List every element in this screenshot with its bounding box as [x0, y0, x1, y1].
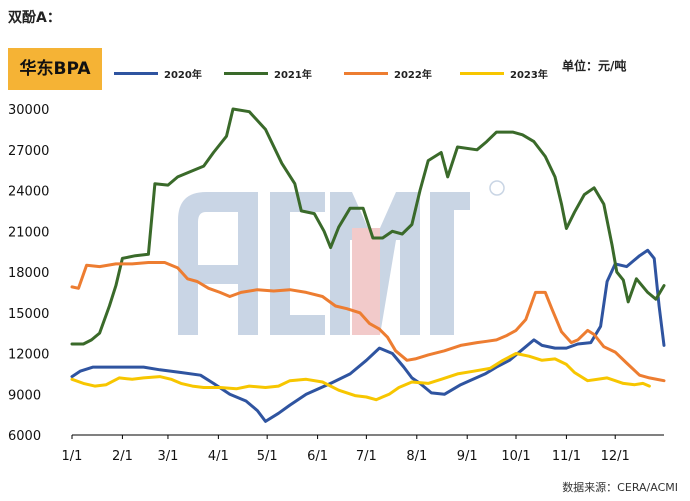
source-note: 数据来源：CERA/ACMI	[562, 481, 678, 494]
watermark-letter-c	[270, 192, 325, 335]
acmi-watermark	[178, 180, 505, 335]
legend-item-2022: 2022年	[344, 66, 432, 81]
chart-series	[70, 107, 666, 423]
legend-label-2020: 2020年	[164, 69, 202, 81]
x-tick-label: 2/1	[112, 449, 133, 464]
series-line-2022年	[70, 261, 666, 383]
legend-label-2023: 2023年	[510, 69, 548, 81]
series-line-2021年	[70, 107, 666, 346]
legend-swatch-2021	[224, 71, 268, 75]
unit-label: 单位：元/吨	[562, 59, 627, 73]
x-tick-label: 8/1	[406, 449, 427, 464]
watermark-letter-a	[178, 192, 258, 335]
chart-axes: 6000 9000 12000 15000 18000 21000 24000 27000 30…	[8, 103, 664, 464]
y-tick-label: 27000	[8, 144, 49, 159]
x-tick-label: 4/1	[208, 449, 229, 464]
series-line-2020年	[70, 248, 666, 423]
watermark-registered-mark	[489, 180, 505, 196]
y-tick-label: 12000	[8, 348, 49, 363]
x-tick-label: 5/1	[257, 449, 278, 464]
legend-swatch-2022	[344, 71, 388, 75]
y-tick-label: 9000	[8, 388, 41, 403]
x-tick-label: 1/1	[62, 449, 83, 464]
legend-label-2022: 2022年	[394, 69, 432, 81]
legend-swatch-2020	[114, 71, 158, 75]
legend-label-2021: 2021年	[274, 69, 312, 81]
x-tick-label: 12/1	[601, 449, 630, 464]
x-tick-label: 11/1	[552, 449, 581, 464]
x-tick-label: 3/1	[157, 449, 178, 464]
watermark-letter-i-cap	[430, 192, 470, 210]
y-tick-label: 30000	[8, 103, 49, 118]
x-tick-label: 7/1	[356, 449, 377, 464]
page-title: 双酚A：	[8, 10, 61, 26]
watermark-letter-i	[430, 192, 454, 335]
y-tick-label: 6000	[8, 429, 41, 444]
watermark-red-bar	[352, 228, 380, 335]
legend-item-2020: 2020年	[114, 66, 202, 81]
legend-item-2021: 2021年	[224, 66, 312, 81]
y-tick-label: 18000	[8, 266, 49, 281]
x-tick-label: 6/1	[307, 449, 328, 464]
legend-swatch-2023	[460, 71, 504, 75]
y-tick-label: 15000	[8, 307, 49, 322]
x-tick-label: 9/1	[457, 449, 478, 464]
y-tick-label: 21000	[8, 225, 49, 240]
legend-item-2023: 2023年	[460, 66, 548, 81]
series-line-2023年	[70, 352, 651, 402]
region-badge: 华东BPA	[8, 48, 102, 90]
y-tick-label: 24000	[8, 185, 49, 200]
x-tick-label: 10/1	[501, 449, 530, 464]
